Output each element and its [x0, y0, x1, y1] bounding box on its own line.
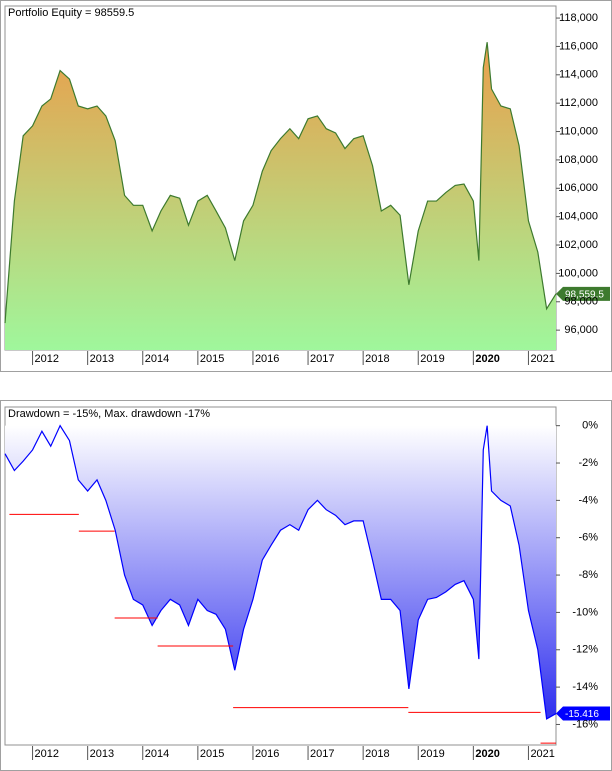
x-tick-label: 2017	[310, 748, 334, 760]
x-tick-label: 2015	[200, 748, 224, 760]
y-tick-label: -8%	[578, 569, 598, 581]
y-tick-label: 116,000	[559, 40, 598, 52]
y-tick-label: 108,000	[558, 154, 598, 166]
y-tick-label: -4%	[578, 494, 598, 506]
x-tick-label: 2020	[475, 353, 499, 365]
x-tick-label: 2014	[145, 353, 169, 365]
y-tick-label: 104,000	[558, 211, 598, 223]
end-label: -15.416	[565, 709, 599, 720]
end-label: 98,559.5	[565, 289, 604, 300]
y-tick-label: 96,000	[564, 324, 598, 336]
series-line	[4, 42, 557, 324]
x-tick-label: 2018	[365, 748, 389, 760]
y-tick-label: -2%	[578, 457, 598, 469]
y-tick-label: -14%	[572, 681, 598, 693]
end-label-box	[556, 706, 610, 721]
chart-title: Drawdown = -15%, Max. drawdown -17%	[8, 408, 210, 420]
x-tick-label: 2020	[475, 748, 499, 760]
x-tick-label: 2019	[420, 748, 444, 760]
y-tick-label: 106,000	[558, 182, 598, 194]
x-tick-label: 2014	[145, 748, 169, 760]
y-tick-label: -10%	[572, 606, 598, 618]
y-tick-label: 118,000	[559, 12, 598, 24]
x-tick-label: 2016	[255, 353, 279, 365]
y-tick-label: 112,000	[559, 97, 598, 109]
y-tick-label: 100,000	[558, 267, 598, 279]
x-tick-label: 2013	[90, 748, 114, 760]
area-fill	[5, 425, 556, 719]
x-tick-label: 2012	[35, 748, 59, 760]
y-tick-label: 98,000	[564, 296, 598, 308]
y-tick-label: 102,000	[558, 239, 598, 251]
x-tick-label: 2015	[200, 353, 224, 365]
x-tick-label: 2013	[90, 353, 114, 365]
chart-title: Portfolio Equity = 98559.5	[8, 7, 134, 19]
area-fill	[5, 42, 556, 351]
y-tick-label: -12%	[572, 644, 598, 656]
x-tick-label: 2021	[530, 748, 554, 760]
x-tick-label: 2019	[420, 353, 444, 365]
x-tick-label: 2016	[255, 748, 279, 760]
x-tick-label: 2012	[35, 353, 59, 365]
y-tick-label: -6%	[578, 532, 598, 544]
x-tick-label: 2021	[530, 353, 554, 365]
y-tick-label: 114,000	[559, 69, 598, 81]
y-tick-label: 110,000	[559, 125, 598, 137]
y-tick-label: 0%	[582, 420, 598, 432]
y-tick-label: -16%	[572, 718, 598, 730]
x-tick-label: 2017	[310, 353, 334, 365]
x-tick-label: 2018	[365, 353, 389, 365]
end-label-box	[556, 286, 610, 301]
series-line	[4, 424, 557, 720]
